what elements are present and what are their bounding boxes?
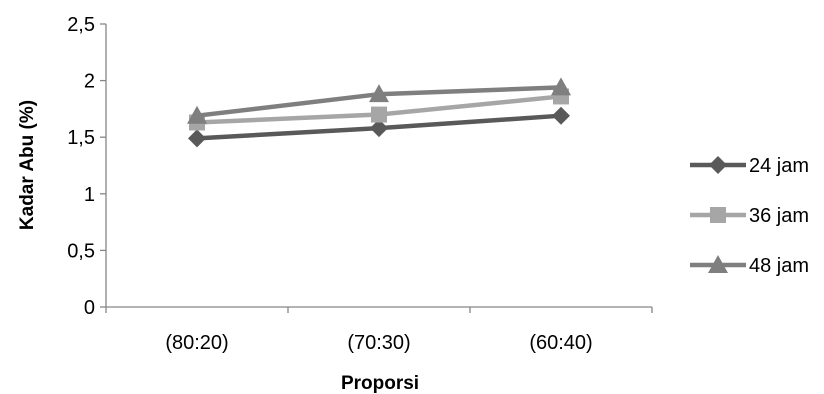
legend: 24 jam 36 jam 48 jam xyxy=(690,155,809,277)
y-axis-title: Kadar Abu (%) xyxy=(17,100,38,230)
legend-item: 48 jam xyxy=(690,255,809,277)
y-axis: 0 0,5 1 1,5 2 2,5 xyxy=(67,14,107,319)
legend-item: 24 jam xyxy=(690,155,809,177)
data-point xyxy=(370,119,388,138)
legend-label: 24 jam xyxy=(749,155,809,177)
y-tick-label: 1,5 xyxy=(67,127,95,149)
legend-marker xyxy=(709,156,727,174)
y-tick-label: 2 xyxy=(84,71,95,93)
x-tick-label: (60:40) xyxy=(529,332,592,354)
y-tick-label: 0 xyxy=(84,297,95,319)
data-point xyxy=(371,106,387,123)
data-point xyxy=(187,105,207,124)
legend-marker xyxy=(710,207,726,223)
series-layer xyxy=(187,77,571,148)
x-axis-title: Proporsi xyxy=(341,373,419,394)
legend-marker xyxy=(708,255,728,273)
y-tick-label: 0,5 xyxy=(67,240,95,262)
data-point xyxy=(188,129,206,148)
x-tick-label: (80:20) xyxy=(165,332,228,354)
y-tick-label: 1 xyxy=(84,184,95,206)
series-1 xyxy=(188,106,570,148)
legend-label: 36 jam xyxy=(749,205,809,227)
legend-label: 48 jam xyxy=(749,255,809,277)
data-point xyxy=(552,106,570,125)
x-tick-label: (70:30) xyxy=(347,332,410,354)
y-tick-label: 2,5 xyxy=(67,14,95,36)
series-3 xyxy=(187,77,571,124)
data-point xyxy=(369,84,389,103)
data-point xyxy=(551,77,571,96)
legend-item: 36 jam xyxy=(690,205,809,227)
x-axis: (80:20) (70:30) (60:40) xyxy=(105,306,653,354)
